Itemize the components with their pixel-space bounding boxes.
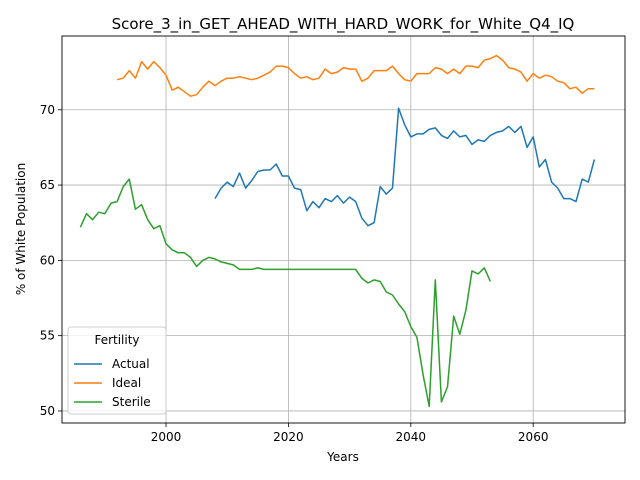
series-lines — [79, 54, 596, 408]
legend: Fertility Actual Ideal Sterile — [67, 326, 167, 415]
legend-label-actual: Actual — [112, 357, 150, 371]
legend-entries: Actual Ideal Sterile — [74, 357, 151, 409]
y-tick-label: 55 — [40, 329, 55, 343]
legend-label-sterile: Sterile — [112, 395, 151, 409]
x-tick-label: 2040 — [396, 430, 427, 444]
legend-title: Fertility — [94, 333, 139, 347]
x-tick-label: 2020 — [273, 430, 304, 444]
plot-area-frame — [61, 35, 626, 424]
series-line-sterile — [79, 178, 492, 408]
y-tick-label: 50 — [40, 404, 55, 418]
x-tick-label: 2060 — [518, 430, 549, 444]
y-tick-label: 60 — [40, 253, 55, 267]
x-axis-label: Years — [326, 450, 359, 464]
legend-label-ideal: Ideal — [112, 376, 141, 390]
x-tick-label: 2000 — [151, 430, 182, 444]
y-tick-label: 65 — [40, 178, 55, 192]
y-axis-label: % of White Population — [14, 163, 28, 295]
series-line-ideal — [116, 54, 595, 97]
y-tick-label: 70 — [40, 103, 55, 117]
series-line-actual — [214, 107, 596, 227]
chart-title: Score_3_in_GET_AHEAD_WITH_HARD_WORK_for_… — [112, 15, 575, 34]
legend-frame — [67, 326, 167, 415]
grid — [62, 36, 625, 423]
axis-ticks: 2000 2020 2040 2060 50 55 60 65 70 — [40, 103, 549, 444]
